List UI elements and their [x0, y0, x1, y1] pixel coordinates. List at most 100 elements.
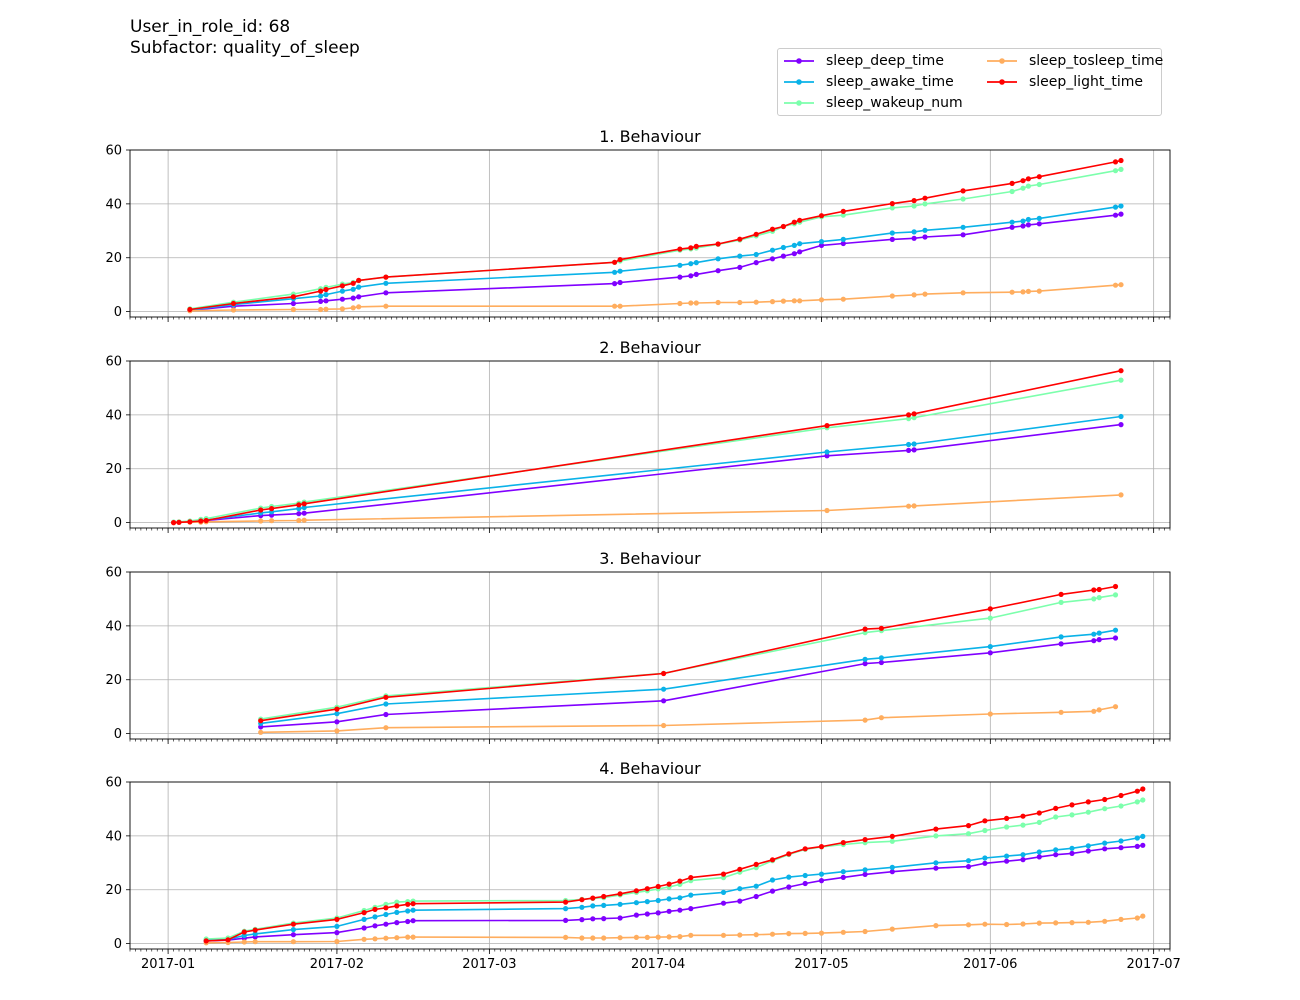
data-point	[230, 300, 237, 307]
data-point	[688, 875, 694, 881]
y-tick-label: 0	[114, 937, 122, 952]
data-point	[802, 930, 808, 937]
data-point	[1020, 218, 1026, 224]
data-point	[1112, 704, 1119, 710]
data-point	[1053, 852, 1059, 858]
data-point	[688, 245, 694, 251]
data-point	[1020, 813, 1026, 819]
data-point	[394, 909, 400, 916]
series-line	[189, 213, 1122, 312]
data-point	[818, 930, 825, 936]
data-point	[769, 299, 776, 305]
data-point	[737, 866, 743, 872]
plot-frame	[129, 571, 1171, 740]
data-point	[1085, 843, 1091, 849]
data-point	[1134, 915, 1140, 921]
series-line	[260, 594, 1116, 720]
data-point	[269, 518, 275, 524]
data-point	[1118, 845, 1124, 851]
data-point	[818, 871, 825, 877]
data-point	[383, 711, 389, 718]
data-point	[361, 910, 367, 916]
data-point	[1140, 913, 1146, 919]
data-point	[655, 883, 661, 890]
series-line	[260, 705, 1116, 734]
minor-ticks	[129, 949, 1171, 952]
data-point	[1085, 848, 1091, 854]
data-point	[982, 855, 988, 861]
data-point	[769, 931, 776, 937]
data-point	[372, 914, 378, 920]
data-point	[1112, 168, 1119, 174]
data-point	[617, 935, 623, 941]
data-point	[677, 934, 683, 940]
data-point	[1036, 174, 1042, 180]
data-point	[1118, 492, 1124, 498]
data-point	[862, 717, 868, 723]
data-point	[824, 507, 830, 514]
data-point	[617, 891, 623, 897]
data-point	[334, 916, 340, 923]
data-point	[225, 937, 231, 943]
data-point	[715, 299, 721, 306]
series-line	[173, 379, 1122, 523]
data-point	[769, 256, 776, 262]
data-point	[383, 694, 389, 700]
data-point	[791, 298, 797, 304]
data-point	[334, 719, 340, 725]
data-point	[906, 503, 912, 509]
data-point	[198, 518, 204, 524]
data-point	[889, 838, 895, 844]
data-point	[318, 288, 324, 294]
data-point	[862, 656, 868, 662]
data-point	[1134, 835, 1140, 841]
data-point	[715, 268, 721, 274]
data-point	[1058, 599, 1064, 606]
data-point	[720, 871, 727, 877]
data-point	[922, 234, 928, 240]
data-point	[601, 893, 607, 900]
data-point	[361, 925, 367, 931]
data-point	[394, 935, 400, 941]
data-point	[1020, 223, 1026, 229]
data-point	[612, 259, 618, 265]
data-point	[383, 280, 389, 286]
data-point	[590, 895, 596, 901]
data-point	[601, 916, 607, 922]
data-point	[1091, 587, 1097, 593]
data-point	[350, 305, 356, 311]
data-point	[372, 936, 378, 942]
y-tick-label: 60	[105, 144, 122, 159]
data-point	[1118, 211, 1124, 217]
data-point	[1140, 797, 1146, 803]
data-point	[889, 201, 895, 207]
data-point	[1025, 216, 1031, 223]
data-point	[590, 935, 596, 941]
data-point	[290, 300, 296, 307]
data-point	[361, 916, 367, 923]
data-point	[780, 298, 787, 304]
data-point	[1020, 178, 1026, 184]
data-point	[878, 655, 885, 661]
data-point	[911, 415, 917, 421]
data-point	[633, 888, 640, 894]
data-point	[906, 412, 912, 418]
data-point	[1025, 222, 1031, 228]
y-tick-label: 40	[105, 197, 122, 212]
data-point	[1102, 806, 1108, 812]
data-point	[1112, 282, 1119, 288]
chart-header: User_in_role_id: 68 Subfactor: quality_o…	[130, 17, 360, 59]
data-point	[911, 203, 917, 209]
data-point	[965, 858, 972, 864]
data-point	[1102, 846, 1108, 852]
data-point	[410, 901, 416, 907]
data-point	[633, 900, 640, 906]
data-point	[203, 938, 209, 944]
data-point	[1118, 157, 1124, 164]
data-point	[1004, 858, 1010, 864]
data-point	[1140, 786, 1146, 792]
data-point	[786, 874, 792, 880]
data-point	[318, 293, 324, 299]
data-point	[383, 274, 389, 280]
data-point	[987, 644, 993, 650]
